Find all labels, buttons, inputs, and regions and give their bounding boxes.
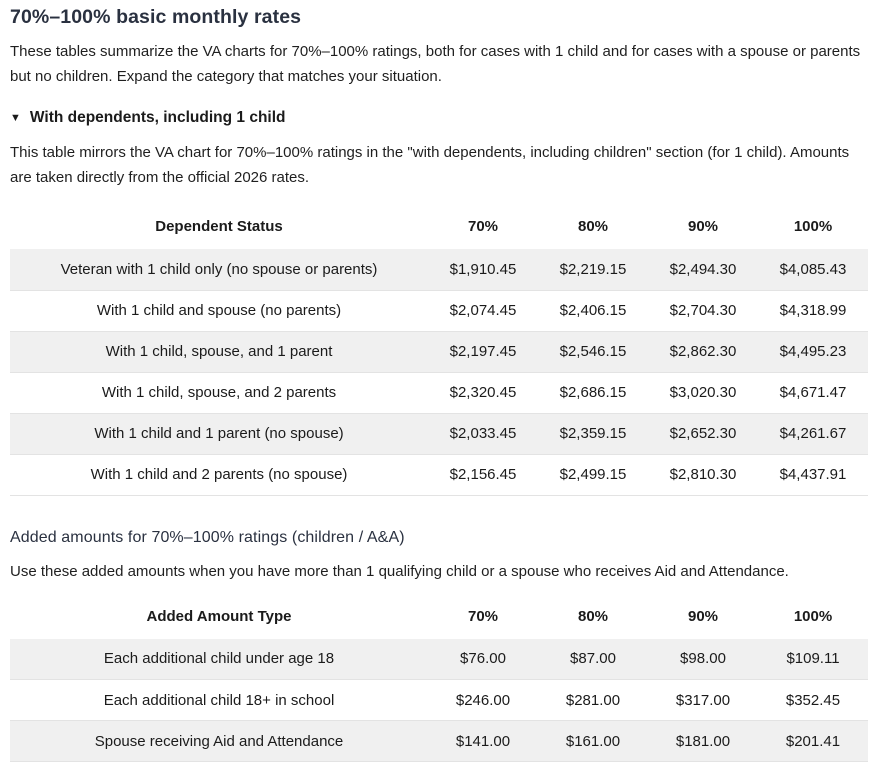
rate-cell: $4,261.67 (758, 413, 868, 454)
table-header-row: Dependent Status 70% 80% 90% 100% (10, 209, 868, 249)
table-header-row: Added Amount Type 70% 80% 90% 100% (10, 599, 868, 639)
rate-cell: $2,197.45 (428, 331, 538, 372)
rate-cell: $2,359.15 (538, 413, 648, 454)
rate-cell: $2,652.30 (648, 413, 758, 454)
rate-cell: $181.00 (648, 721, 758, 762)
rate-cell: $2,546.15 (538, 331, 648, 372)
row-label: Spouse receiving Aid and Attendance (10, 721, 428, 762)
row-label: With 1 child and 2 parents (no spouse) (10, 454, 428, 495)
column-header-70: 70% (428, 599, 538, 639)
rate-cell: $1,910.45 (428, 249, 538, 290)
rate-cell: $3,020.30 (648, 372, 758, 413)
rate-cell: $317.00 (648, 680, 758, 721)
rates-page: 70%–100% basic monthly rates These table… (0, 0, 878, 739)
rate-cell: $2,686.15 (538, 372, 648, 413)
rate-cell: $352.45 (758, 680, 868, 721)
table-row: Each additional child 18+ in school $246… (10, 680, 868, 721)
rate-cell: $2,033.45 (428, 413, 538, 454)
row-label: With 1 child, spouse, and 2 parents (10, 372, 428, 413)
table-row: With 1 child and 1 parent (no spouse) $2… (10, 413, 868, 454)
column-header-added-amount-type: Added Amount Type (10, 599, 428, 639)
rate-cell: $246.00 (428, 680, 538, 721)
added-amounts-heading: Added amounts for 70%–100% ratings (chil… (10, 527, 868, 549)
column-header-100: 100% (758, 599, 868, 639)
row-label: With 1 child and 1 parent (no spouse) (10, 413, 428, 454)
row-label: With 1 child, spouse, and 1 parent (10, 331, 428, 372)
rate-cell: $2,406.15 (538, 290, 648, 331)
intro-text: These tables summarize the VA charts for… (10, 39, 868, 89)
rate-cell: $4,318.99 (758, 290, 868, 331)
row-label: Each additional child 18+ in school (10, 680, 428, 721)
section1-description: This table mirrors the VA chart for 70%–… (10, 140, 868, 190)
column-header-80: 80% (538, 209, 648, 249)
table-row: With 1 child, spouse, and 1 parent $2,19… (10, 331, 868, 372)
rate-cell: $87.00 (538, 639, 648, 680)
table-row: With 1 child and 2 parents (no spouse) $… (10, 454, 868, 495)
rate-cell: $281.00 (538, 680, 648, 721)
table-row: Each additional child under age 18 $76.0… (10, 639, 868, 680)
rate-cell: $201.41 (758, 721, 868, 762)
rate-cell: $2,862.30 (648, 331, 758, 372)
column-header-dependent-status: Dependent Status (10, 209, 428, 249)
rate-cell: $98.00 (648, 639, 758, 680)
column-header-90: 90% (648, 209, 758, 249)
row-label: Each additional child under age 18 (10, 639, 428, 680)
accordion-with-dependents[interactable]: ▼ With dependents, including 1 child (10, 109, 286, 127)
accordion-label: With dependents, including 1 child (30, 109, 286, 127)
triangle-down-icon: ▼ (10, 113, 21, 124)
rate-cell: $141.00 (428, 721, 538, 762)
rate-cell: $2,499.15 (538, 454, 648, 495)
dependents-rates-table: Dependent Status 70% 80% 90% 100% Vetera… (10, 209, 868, 496)
rate-cell: $2,810.30 (648, 454, 758, 495)
added-amounts-table: Added Amount Type 70% 80% 90% 100% Each … (10, 599, 868, 762)
rate-cell: $161.00 (538, 721, 648, 762)
rate-cell: $2,074.45 (428, 290, 538, 331)
rate-cell: $4,671.47 (758, 372, 868, 413)
rate-cell: $4,495.23 (758, 331, 868, 372)
rate-cell: $2,494.30 (648, 249, 758, 290)
rate-cell: $4,085.43 (758, 249, 868, 290)
row-label: With 1 child and spouse (no parents) (10, 290, 428, 331)
rate-cell: $2,156.45 (428, 454, 538, 495)
rate-cell: $2,704.30 (648, 290, 758, 331)
column-header-80: 80% (538, 599, 648, 639)
column-header-100: 100% (758, 209, 868, 249)
table-row: With 1 child and spouse (no parents) $2,… (10, 290, 868, 331)
rate-cell: $76.00 (428, 639, 538, 680)
table-row: With 1 child, spouse, and 2 parents $2,3… (10, 372, 868, 413)
page-title: 70%–100% basic monthly rates (10, 4, 868, 30)
rate-cell: $109.11 (758, 639, 868, 680)
section2-description: Use these added amounts when you have mo… (10, 559, 868, 584)
column-header-90: 90% (648, 599, 758, 639)
table-row: Veteran with 1 child only (no spouse or … (10, 249, 868, 290)
table-row: Spouse receiving Aid and Attendance $141… (10, 721, 868, 762)
rate-cell: $4,437.91 (758, 454, 868, 495)
column-header-70: 70% (428, 209, 538, 249)
rate-cell: $2,320.45 (428, 372, 538, 413)
rate-cell: $2,219.15 (538, 249, 648, 290)
row-label: Veteran with 1 child only (no spouse or … (10, 249, 428, 290)
